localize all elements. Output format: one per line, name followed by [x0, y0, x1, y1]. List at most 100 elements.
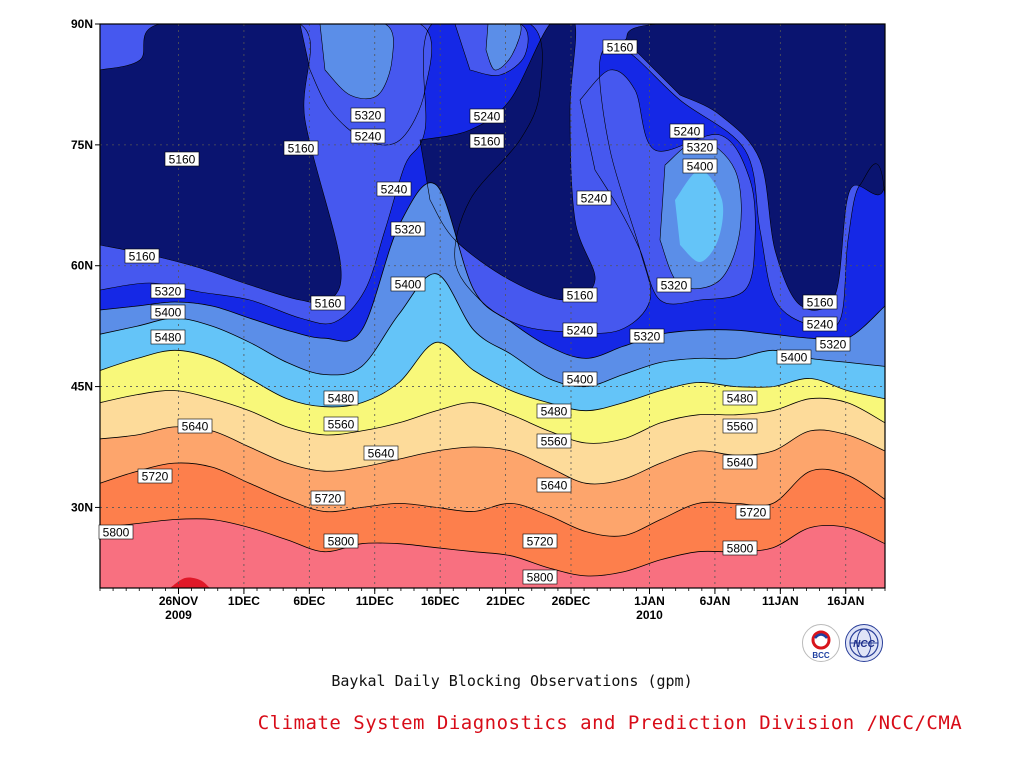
- contour-label-text: 5160: [474, 135, 501, 149]
- contour-label-box: [350, 128, 386, 144]
- contour-label-box: [802, 294, 838, 310]
- contour-label-5480: 5480: [722, 390, 758, 406]
- contour-label-box: [722, 454, 758, 470]
- contour-label-5160: 5160: [562, 287, 598, 303]
- contour-label-5160: 5160: [310, 295, 346, 311]
- contour-label-text: 5640: [727, 456, 754, 470]
- band-5320-5400-2: [486, 24, 522, 71]
- contour-label-text: 5480: [727, 392, 754, 406]
- x-tick-label: 1DEC: [228, 594, 260, 608]
- contour-label-text: 5160: [567, 289, 594, 303]
- contour-label-text: 5320: [634, 330, 661, 344]
- x-tick-label: 11DEC: [356, 594, 394, 608]
- contour-label-box: [669, 123, 705, 139]
- contour-label-text: 5240: [674, 125, 701, 139]
- chart-caption: Baykal Daily Blocking Observations (gpm): [331, 672, 693, 690]
- x-tick-label: 1JAN: [634, 594, 665, 608]
- contour-label-5800: 5800: [522, 569, 558, 585]
- contour-label-box: [602, 39, 638, 55]
- contour-label-5720: 5720: [735, 504, 771, 520]
- contour-5400: [100, 273, 885, 388]
- contour-label-5240: 5240: [562, 322, 598, 338]
- bcc-logo-text: BCC: [812, 651, 830, 660]
- polar-contour-7: [579, 69, 756, 305]
- contour-label-box: [536, 403, 572, 419]
- contour-label-text: 5240: [567, 324, 594, 338]
- x-tick-label: 26NOV: [159, 594, 198, 608]
- contour-label-text: 5320: [155, 285, 182, 299]
- contour-label-text: 5560: [541, 435, 568, 449]
- y-axis: 30N 45N 60N 75N 90N: [71, 17, 100, 514]
- polar-contour-4: [624, 24, 885, 311]
- contour-labels: 5160 5160 5320 5240 5240 5160 5160 5240 5240 5240…: [98, 39, 851, 585]
- contour-label-box: [469, 133, 505, 149]
- x-tick-label: 11JAN: [762, 594, 799, 608]
- contour-label-text: 5480: [328, 392, 355, 406]
- contour-label-box: [137, 468, 173, 484]
- contour-label-text: 5560: [727, 420, 754, 434]
- contour-label-box: [562, 287, 598, 303]
- contour-label-5160: 5160: [602, 39, 638, 55]
- x-tick-label: 16JAN: [827, 594, 864, 608]
- contour-label-text: 5560: [328, 418, 355, 432]
- contour-label-text: 5320: [820, 338, 847, 352]
- ncc-logo-text: NCC: [853, 639, 875, 650]
- polar-contour-6: [454, 24, 529, 76]
- plot-area: [100, 24, 885, 588]
- contour-5320: [100, 182, 885, 359]
- polar-contour-3: [419, 24, 596, 301]
- contour-label-box: [150, 304, 186, 320]
- contour-label-5400: 5400: [390, 276, 426, 292]
- y-tick-label: 90N: [71, 17, 93, 31]
- contour-label-5720: 5720: [310, 490, 346, 506]
- x-tick-label: 21DEC: [486, 594, 525, 608]
- contour-label-box: [536, 433, 572, 449]
- contour-label-text: 5160: [288, 142, 315, 156]
- contour-label-5720: 5720: [137, 468, 173, 484]
- contour-label-box: [177, 418, 213, 434]
- contour-label-text: 5480: [541, 405, 568, 419]
- contour-label-5640: 5640: [722, 454, 758, 470]
- contour-label-text: 5320: [661, 279, 688, 293]
- band-below-5160-2: [420, 24, 596, 300]
- contour-label-text: 5160: [129, 250, 156, 264]
- bcc-logo: BCC: [802, 624, 840, 662]
- contour-label-text: 5160: [315, 297, 342, 311]
- contour-label-5640: 5640: [363, 445, 399, 461]
- contour-label-text: 5720: [315, 492, 342, 506]
- contour-label-box: [682, 158, 718, 174]
- contour-label-text: 5400: [567, 373, 594, 387]
- contour-label-5240: 5240: [376, 181, 412, 197]
- contour-label-text: 5800: [727, 542, 754, 556]
- contour-label-text: 5800: [527, 571, 554, 585]
- contour-label-box: [815, 336, 851, 352]
- contour-label-box: [536, 477, 572, 493]
- ncc-logo: NCC: [845, 624, 883, 662]
- band-below-5160-1: [100, 24, 342, 304]
- contour-label-5160: 5160: [469, 133, 505, 149]
- contour-5480: [100, 341, 885, 412]
- contour-label-text: 5400: [395, 278, 422, 292]
- x-tick-label: 16DEC: [421, 594, 460, 608]
- contour-label-text: 5240: [581, 192, 608, 206]
- contour-label-text: 5240: [381, 183, 408, 197]
- contour-label-5720: 5720: [522, 533, 558, 549]
- contour-label-box: [376, 181, 412, 197]
- contour-label-5160: 5160: [283, 140, 319, 156]
- contour-label-5320: 5320: [350, 107, 386, 123]
- contour-label-box: [562, 322, 598, 338]
- contour-label-text: 5640: [541, 479, 568, 493]
- contour-5560: [100, 390, 885, 444]
- contour-label-5240: 5240: [350, 128, 386, 144]
- y-tick-label: 60N: [71, 259, 93, 273]
- contour-label-text: 5400: [781, 351, 808, 365]
- band-below-5160-3: [625, 24, 885, 311]
- x-tick-label: 26DEC: [552, 594, 591, 608]
- contour-label-box: [390, 221, 426, 237]
- contour-label-text: 5240: [355, 130, 382, 144]
- contour-label-text: 5160: [807, 296, 834, 310]
- contour-label-box: [682, 139, 718, 155]
- contour-label-text: 5320: [687, 141, 714, 155]
- band-5400-5480-lobe: [675, 170, 724, 263]
- contour-label-box: [722, 540, 758, 556]
